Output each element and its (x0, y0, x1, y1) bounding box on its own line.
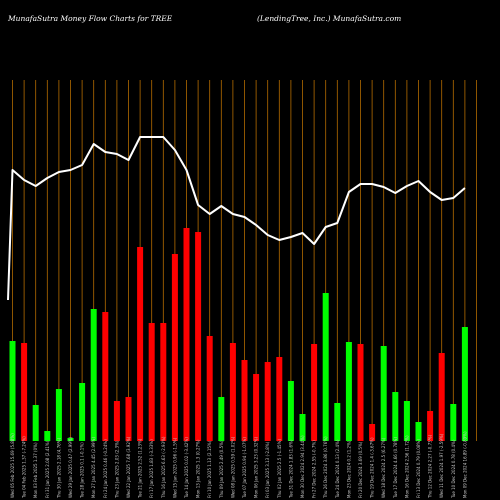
money-flow-bar (195, 232, 202, 441)
x-axis-date-label: Thu 12 Dec 2024 2.27 (-0.73%) (428, 435, 433, 499)
x-axis-date-label: Wed 29 Jan 2025 0.47 (2.99%) (68, 436, 73, 498)
x-axis-date-label: Tue 31 Dec 2024 1.83 (1.6%) (288, 439, 293, 499)
x-axis-date-label: Fri 31 Jan 2025 2.08 (2.41%) (45, 440, 50, 498)
x-axis-date-label: Mon 03 Feb 2025 1.37 (0%) (33, 442, 38, 498)
money-flow-bar (253, 374, 260, 441)
money-flow-bar (334, 403, 341, 441)
money-flow-bar (148, 323, 155, 441)
money-flow-bar (345, 342, 352, 441)
x-axis-date-label: Mon 23 Dec 2024 0.2 (1.2%) (346, 440, 351, 498)
x-axis-date-label: Wed 22 Jan 2025 7.68 (3.92%) (126, 436, 131, 498)
money-flow-bar (450, 404, 457, 441)
money-flow-bar (392, 392, 399, 441)
chart-header-title: MunafaSutra Money Flow Charts for TREE (8, 14, 173, 23)
money-flow-bar (299, 414, 306, 441)
x-axis-date-label: Tue 07 Jan 2025 0.94 (-1.07%) (242, 437, 247, 499)
money-flow-bar (125, 397, 132, 441)
money-flow-bar (311, 344, 318, 441)
x-axis-date-label: Tue 14 Jan 2025 0.02 (-3.42%) (184, 437, 189, 499)
x-axis-date-label: Thu 02 Jan 2025 2.5 (-1.45%) (277, 439, 282, 499)
x-axis-date-label: Wed 15 Jan 2025 0.96 (-1.5%) (172, 437, 177, 498)
money-flow-bar (461, 327, 468, 441)
money-flow-bar (322, 293, 329, 441)
money-flow-bar (380, 346, 387, 441)
x-axis-date-label: Thu 30 Jan 2025 2.18 (4.76%) (56, 438, 61, 499)
x-axis-date-label: Thu 09 Jan 2025 2.49 (0.5%) (219, 440, 224, 499)
x-axis-date-label: Thu 26 Dec 2024 3.86 (0.76%) (323, 436, 328, 499)
x-axis-date-label: Tue 28 Jan 2025 0.1 (-0.1%) (80, 442, 85, 499)
money-flow-bar (229, 343, 236, 441)
x-axis-date-label: Thu 19 Dec 2024 1.4 (-3.67%) (370, 437, 375, 499)
x-axis-date-label: Wed 11 Dec 2024 1.97 (-2.59%) (439, 433, 444, 498)
x-axis-date-label: Fri 03 Jan 2025 3.13 (-2.8%) (265, 441, 270, 498)
money-flow-bar (369, 424, 376, 441)
x-axis-date-label: Mon 30 Dec 2024 2.94 (3.44%) (300, 435, 305, 498)
money-flow-bar (241, 360, 248, 441)
money-flow-bar (137, 247, 144, 441)
money-flow-bar (403, 401, 410, 441)
money-flow-bar (287, 381, 294, 441)
money-flow-bar (160, 323, 167, 441)
money-flow-bar (67, 438, 74, 441)
money-flow-bar (206, 336, 213, 441)
x-axis-date-label: Mon 16 Dec 2024 2.56 (1.72%) (404, 435, 409, 498)
money-flow-bar (32, 405, 39, 441)
x-axis-date-label: Wed 18 Dec 2024 2.5 (6.27%) (381, 437, 386, 498)
price-line (7, 136, 466, 301)
x-axis-date-label: Tue 17 Dec 2024 4.66 (0.78%) (393, 437, 398, 499)
x-axis-date-label: Mon 06 Jan 2025 3.23 (0.32%) (254, 437, 259, 498)
x-axis-date-label: Thu 16 Jan 2025 6.63 (-2.93%) (161, 436, 166, 499)
x-axis-date-label: Tue 21 Jan 2025 2.52 (1.23%) (138, 438, 143, 499)
x-axis-date-label: Fri 17 Jan 2025 1.83 (-3.33%) (149, 439, 154, 498)
x-axis-date-label: Mon 27 Jan 2025 4.45 (2.99%) (91, 437, 96, 498)
money-flow-bar (55, 389, 62, 441)
money-flow-bar (357, 344, 364, 441)
x-axis-date-label: Mon 13 Jan 2025 1.3 (0.27%) (196, 439, 201, 498)
money-flow-bar (171, 254, 178, 441)
x-axis-date-label: Fri 13 Dec 2024 0.79 (0.08%) (416, 439, 421, 498)
x-axis-date-label: Fri 27 Dec 2024 2.55 (-0.7%) (312, 440, 317, 498)
x-axis-date-label: Tue 24 Dec 2024 0.13 (2.4%) (335, 439, 340, 499)
money-flow-bar (9, 341, 16, 441)
x-axis-date-label: Wed 05 Feb 2025 15.69 (5.88%) (10, 433, 15, 498)
money-flow-bar (21, 343, 28, 441)
x-axis-date-label: Tue 04 Feb 2025 1.37 (-7.24%) (22, 436, 27, 499)
money-flow-bar (113, 401, 120, 441)
x-axis-date-label: Wed 08 Jan 2025 0.59 (1.02%) (230, 436, 235, 498)
money-flow-bar (102, 312, 109, 441)
money-flow-bar (44, 431, 51, 441)
x-axis-date-label: Mon 09 Dec 2024 16.89 (-0.89%) (462, 431, 467, 498)
money-flow-bar (183, 228, 190, 441)
money-flow-bar (415, 422, 422, 441)
x-axis-date-label: Fri 24 Jan 2025 0.46 (-0.24%) (103, 439, 108, 498)
money-flow-bar (79, 383, 86, 441)
money-flow-bar (427, 411, 434, 441)
money-flow-bar (276, 357, 283, 441)
money-flow-bar (264, 362, 271, 441)
x-axis-date-label: Fri 10 Jan 2025 1.13 (2.15%) (207, 440, 212, 498)
money-flow-bar (218, 397, 225, 441)
money-flow-bar (90, 309, 97, 441)
x-axis-date-label: Thu 23 Jan 2025 2.03 (2.3%) (114, 440, 119, 499)
chart-header-company: (LendingTree, Inc.) MunafaSutra.com (257, 14, 402, 23)
money-flow-bar (438, 353, 445, 441)
x-axis-date-label: Fri 20 Dec 2024 3.69 (0.5%) (358, 441, 363, 498)
x-axis-date-label: Tue 10 Dec 2024 0.78 (0.4%) (451, 439, 456, 499)
